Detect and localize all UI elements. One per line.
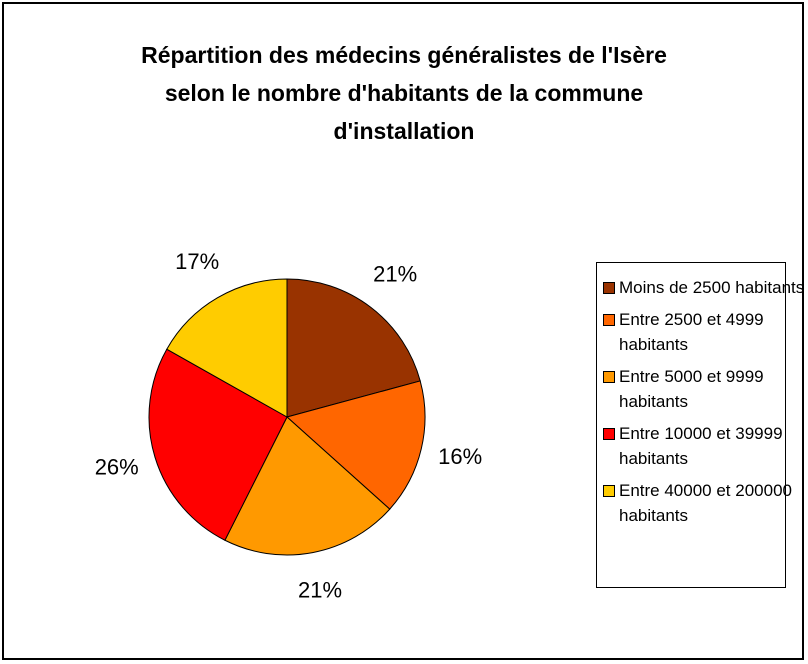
- data-label: 21%: [298, 578, 342, 603]
- data-label: 17%: [175, 249, 219, 274]
- legend-label: Moins de 2500 habitants: [619, 278, 805, 297]
- chart-title: Répartition des médecins généralistes de…: [141, 42, 667, 68]
- chart-title: selon le nombre d'habitants de la commun…: [165, 80, 643, 106]
- legend-swatch: [603, 282, 615, 294]
- pie-slice: [285, 380, 426, 510]
- pie-slice: [286, 278, 421, 418]
- legend: Moins de 2500 habitants Entre 2500 et 499…: [596, 262, 804, 588]
- pie-slice: [166, 278, 288, 418]
- legend-entry: Entre 40000 et 200000 habitants: [603, 478, 808, 528]
- legend-swatch: [603, 371, 615, 383]
- pie-slice: [148, 348, 288, 541]
- legend-label: Entre 2500 et 4999 habitants: [619, 310, 764, 354]
- legend-label: Entre 40000 et 200000 habitants: [619, 481, 792, 525]
- legend-label: Entre 5000 et 9999 habitants: [619, 367, 764, 411]
- legend-label: Entre 10000 et 39999 habitants: [619, 424, 783, 468]
- legend-swatch: [603, 314, 615, 326]
- legend-entry: Entre 2500 et 4999 habitants: [603, 307, 808, 357]
- data-label: 16%: [438, 444, 482, 469]
- legend-swatch: [603, 485, 615, 497]
- pie-slice: [224, 416, 391, 556]
- legend-entry: Entre 10000 et 39999 habitants: [603, 421, 808, 471]
- legend-entry: Moins de 2500 habitants: [603, 275, 808, 300]
- legend-swatch: [603, 428, 615, 440]
- data-label: 21%: [373, 261, 417, 286]
- legend-entry: Entre 5000 et 9999 habitants: [603, 364, 808, 414]
- data-label: 26%: [95, 455, 139, 480]
- chart-title: d'installation: [334, 118, 475, 144]
